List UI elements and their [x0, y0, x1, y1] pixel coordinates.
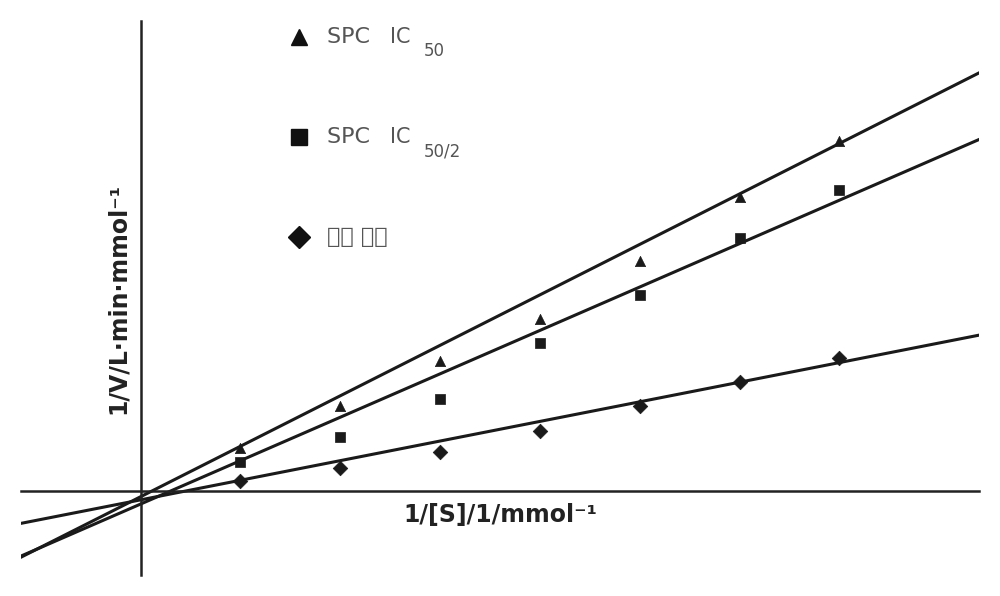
Point	[831, 136, 847, 146]
Text: 空白 对照: 空白 对照	[327, 227, 388, 247]
X-axis label: 1/[S]/1/mmol⁻¹: 1/[S]/1/mmol⁻¹	[403, 502, 597, 527]
Point	[831, 353, 847, 362]
Point	[432, 356, 448, 365]
Text: 50/2: 50/2	[423, 142, 461, 160]
Point	[232, 476, 248, 486]
Text: IC: IC	[390, 27, 410, 48]
Text: SPC: SPC	[327, 27, 378, 48]
Point	[232, 458, 248, 467]
Point	[432, 447, 448, 457]
Point	[332, 432, 348, 442]
Point	[732, 192, 748, 201]
Point	[232, 443, 248, 452]
Point	[732, 377, 748, 386]
Point	[632, 290, 648, 300]
Text: 50: 50	[423, 42, 444, 60]
Text: SPC: SPC	[327, 127, 378, 147]
Point	[532, 426, 548, 436]
Point	[632, 257, 648, 266]
Point	[532, 314, 548, 324]
Point	[532, 338, 548, 347]
Point	[432, 395, 448, 404]
Point	[332, 401, 348, 411]
Point	[332, 464, 348, 473]
Y-axis label: 1/V/L·min·mmol⁻¹: 1/V/L·min·mmol⁻¹	[106, 182, 130, 414]
Text: IC: IC	[390, 127, 410, 147]
Point	[632, 401, 648, 411]
Point	[831, 185, 847, 195]
Point	[732, 234, 748, 243]
